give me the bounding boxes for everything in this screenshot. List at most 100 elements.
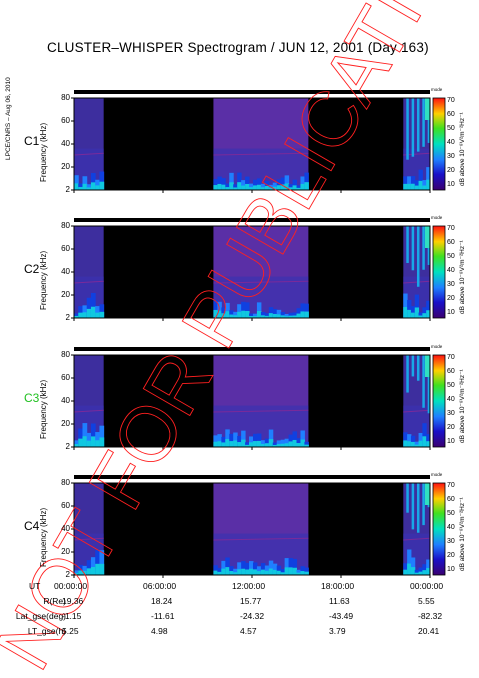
y-tick-label: 20 [61, 162, 70, 171]
colorbar-tick-label: 60 [447, 239, 455, 246]
mode-bar [74, 218, 430, 222]
ephemeris-value: 11.63 [329, 596, 350, 606]
y-tick-label: 40 [61, 139, 70, 148]
ephemeris-value: -82.32 [418, 611, 443, 621]
colorbar-tick-label: 60 [447, 368, 455, 375]
x-tick-label: 00:00:00 [410, 581, 444, 591]
colorbar [432, 97, 446, 191]
y-axis-label: Frequency (kHz) [39, 379, 48, 439]
colorbar-tick-label: 70 [447, 225, 455, 232]
ephemeris-value: 5.25 [62, 626, 79, 636]
mode-bar [74, 475, 430, 479]
spectrum-segment [73, 226, 105, 318]
colorbar-label: dB above 10⁻⁸V²m⁻²Hz⁻¹ [459, 240, 466, 314]
y-tick-label: 2 [65, 313, 70, 322]
satellite-label: C3 [24, 391, 40, 405]
y-tick-label: 60 [61, 116, 70, 125]
colorbar-tick-label: 50 [447, 125, 455, 132]
spectrum-segment [403, 98, 431, 190]
colorbar-tick-label: 40 [447, 139, 455, 146]
ephemeris-value: 4.98 [151, 626, 168, 636]
colorbar-tick-label: 50 [447, 510, 455, 517]
colorbar-tick-label: 10 [447, 181, 455, 188]
colorbar-tick-label: 50 [447, 382, 455, 389]
ephemeris-label: LT_gse(h) [27, 626, 66, 636]
ephemeris-value: 4.57 [240, 626, 257, 636]
y-tick-label: 80 [61, 93, 70, 102]
colorbar-tick-label: 30 [447, 538, 455, 545]
spectrum-segment [73, 483, 105, 575]
spectrum-segment [213, 98, 309, 190]
ephemeris-label: R(Re) [43, 596, 66, 606]
mode-label: mode [431, 472, 443, 477]
colorbar-tick-label: 20 [447, 295, 455, 302]
colorbar-tick-label: 20 [447, 424, 455, 431]
y-tick-label: 60 [61, 501, 70, 510]
ephemeris-value: 18.24 [151, 596, 173, 606]
colorbar-tick-label: 10 [447, 566, 455, 573]
spectrum-segment [403, 226, 431, 318]
colorbar [432, 354, 446, 448]
y-tick-label: 40 [61, 524, 70, 533]
colorbar-tick-label: 70 [447, 354, 455, 361]
y-tick-label: 20 [61, 290, 70, 299]
colorbar-tick-label: 70 [447, 97, 455, 104]
mode-label: mode [431, 344, 443, 349]
colorbar-tick-label: 50 [447, 253, 455, 260]
colorbar-tick-label: 20 [447, 552, 455, 559]
spectrum-segment [73, 355, 105, 447]
colorbar-tick-label: 40 [447, 267, 455, 274]
colorbar-tick-label: 20 [447, 167, 455, 174]
ephemeris-value: 5.55 [418, 596, 435, 606]
y-axis-label: Frequency (kHz) [39, 122, 48, 182]
ephemeris-value: 3.79 [329, 626, 346, 636]
satellite-label: C2 [24, 262, 40, 276]
colorbar-tick-label: 60 [447, 111, 455, 118]
y-tick-label: 20 [61, 547, 70, 556]
colorbar-tick-label: 10 [447, 309, 455, 316]
y-tick-label: 20 [61, 419, 70, 428]
mode-bar [74, 90, 430, 94]
mode-label: mode [431, 215, 443, 220]
y-tick-label: 2 [65, 570, 70, 579]
y-tick-label: 2 [65, 185, 70, 194]
ephemeris-label: Lat_gse(deg) [15, 611, 66, 621]
y-tick-label: 80 [61, 478, 70, 487]
colorbar-tick-label: 30 [447, 410, 455, 417]
x-tick-label: 06:00:00 [143, 581, 177, 591]
y-tick-label: 60 [61, 244, 70, 253]
ephemeris-value: -1.15 [62, 611, 82, 621]
spectrum-segment [73, 98, 105, 190]
y-axis-label: Frequency (kHz) [39, 250, 48, 310]
spectrum-segment [213, 355, 309, 447]
colorbar-tick-label: 70 [447, 482, 455, 489]
x-tick-label: 12:00:00 [232, 581, 266, 591]
spectrum-segment [403, 483, 431, 575]
y-tick-label: 80 [61, 350, 70, 359]
spectrum-segment [213, 226, 309, 318]
figure-title: CLUSTER–WHISPER Spectrogram / JUN 12, 20… [47, 40, 429, 55]
y-tick-label: 40 [61, 267, 70, 276]
colorbar [432, 225, 446, 319]
colorbar-tick-label: 40 [447, 396, 455, 403]
colorbar-tick-label: 30 [447, 153, 455, 160]
colorbar-tick-label: 60 [447, 496, 455, 503]
colorbar-tick-label: 30 [447, 281, 455, 288]
ephemeris-value: 15.77 [240, 596, 262, 606]
x-tick-label: 18:00:00 [321, 581, 355, 591]
colorbar [432, 482, 446, 576]
colorbar-tick-label: 40 [447, 524, 455, 531]
y-tick-label: 40 [61, 396, 70, 405]
spectrum-segment [213, 483, 309, 575]
colorbar-label: dB above 10⁻⁸V²m⁻²Hz⁻¹ [459, 497, 466, 571]
spectrum-segment [403, 355, 431, 447]
y-tick-label: 80 [61, 221, 70, 230]
satellite-label: C4 [24, 519, 40, 533]
ephemeris-value: -43.49 [329, 611, 354, 621]
satellite-label: C1 [24, 134, 40, 148]
x-tick-label: 00:00:00 [54, 581, 88, 591]
colorbar-label: dB above 10⁻⁸V²m⁻²Hz⁻¹ [459, 112, 466, 186]
colorbar-tick-label: 10 [447, 438, 455, 445]
ephemeris-value: 19.36 [62, 596, 84, 606]
